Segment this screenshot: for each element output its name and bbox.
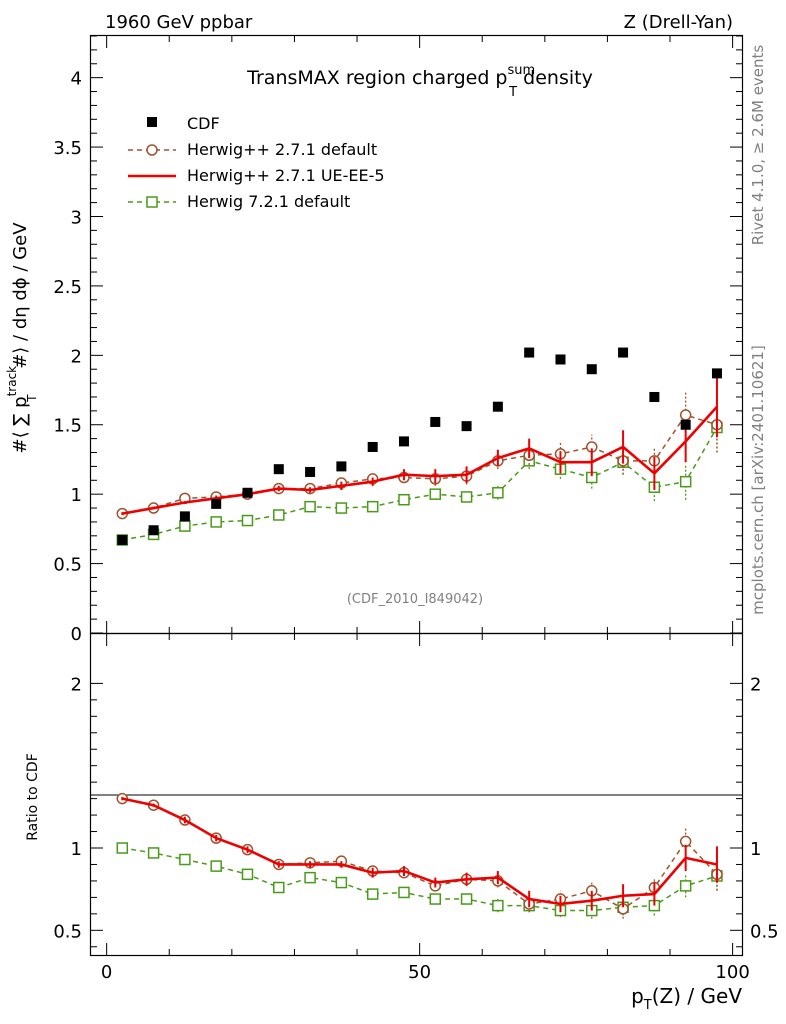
ratio-herwig721-default-point [460, 893, 473, 905]
main-herwig721-default-point [398, 493, 410, 506]
y-tick-label-ratio-right: 1 [750, 839, 761, 860]
ratio-herwig721-default-point [398, 886, 410, 899]
ratio-herwig271-ueee5-line [122, 797, 718, 906]
main-cdf-point [242, 487, 253, 498]
ratio-series-group [116, 792, 723, 919]
y-tick-label-ratio-right: 0.5 [750, 921, 779, 942]
main-cdf-point [680, 419, 691, 430]
x-tick-label: 50 [408, 962, 431, 983]
ratio-herwig721-default-point [492, 899, 504, 912]
ratio-herwig721-default-point [147, 847, 160, 859]
mcplots-text: mcplots.cern.ch [arXiv:2401.10621] [749, 345, 767, 615]
rivet-version-text: Rivet 4.1.0, ≥ 2.6M events [749, 45, 767, 246]
main-cdf-point [492, 401, 503, 412]
x-tick-label: 0 [101, 962, 112, 983]
y-tick-label-ratio: 2 [71, 674, 82, 695]
main-cdf-point [618, 347, 629, 358]
y-axis-label-ratio: Ratio to CDF [25, 753, 41, 841]
main-herwig721-default-point [241, 514, 254, 527]
y-tick-label-main: 0 [71, 624, 82, 645]
legend-ueee5-label: Herwig++ 2.7.1 UE-EE-5 [187, 166, 385, 185]
main-herwig721-default-point [429, 488, 442, 500]
chart-title: TransMAX region charged psum T density [246, 63, 593, 100]
main-cdf-point [461, 421, 472, 432]
y-tick-label-main: 3 [71, 207, 82, 228]
main-herwig721-default-point [335, 502, 348, 514]
analysis-label: (CDF_2010_I849042) [347, 592, 483, 607]
ratio-herwig721-default-point [116, 842, 129, 854]
axis-ticks [91, 35, 742, 955]
y-tick-label-main: 0.5 [53, 555, 82, 576]
main-herwig721-default-point [179, 520, 191, 532]
main-cdf-point [398, 436, 409, 447]
ratio-panel-frame [89, 632, 744, 957]
main-cdf-point [273, 464, 284, 475]
main-cdf-point [586, 364, 597, 375]
main-herwig721-default-point [304, 500, 316, 513]
main-herwig721-default-point [366, 500, 379, 513]
y-tick-label-ratio: 0.5 [53, 921, 82, 942]
header-right: Z (Drell-Yan) [624, 12, 733, 33]
main-cdf-point [555, 354, 566, 365]
legend-herwig721-marker [146, 196, 158, 208]
ratio-herwig721-default-point [679, 880, 692, 892]
y-tick-label-main: 2 [71, 346, 82, 367]
main-herwig721-default-point [492, 487, 504, 499]
header-left: 1960 GeV ppbar [105, 12, 253, 33]
y-tick-label-ratio-right: 2 [750, 674, 761, 695]
main-herwig271-default-point [679, 409, 692, 421]
ratio-herwig721-default-point [210, 860, 222, 872]
main-cdf-point [711, 368, 722, 379]
x-axis-label: pT(Z) / GeV [631, 984, 742, 1013]
legend-cdf-marker [147, 117, 157, 127]
main-cdf-point [336, 461, 347, 472]
main-cdf-point [211, 498, 222, 509]
ratio-herwig721-default-point [429, 893, 442, 905]
legend-herwig721-label: Herwig 7.2.1 default [187, 192, 350, 211]
ratio-herwig721-default-point [179, 853, 191, 866]
main-herwig721-default-point [679, 475, 692, 488]
ratio-herwig721-default-point [241, 868, 254, 881]
main-herwig721-default-point [273, 509, 285, 521]
legend-herwig271-label: Herwig++ 2.7.1 default [187, 140, 377, 159]
y-tick-label-main: 2.5 [53, 277, 82, 298]
main-cdf-point [305, 466, 316, 477]
ratio-herwig271-default-line [122, 797, 718, 910]
y-tick-label-main: 1 [71, 485, 82, 506]
legend: CDF Herwig++ 2.7.1 default Herwig++ 2.7.… [128, 114, 385, 211]
main-cdf-point [367, 441, 378, 452]
ratio-herwig721-default-point [304, 871, 316, 884]
ratio-herwig721-default-point [366, 888, 379, 900]
x-tick-label: 100 [715, 962, 749, 983]
axis-tick-labels: 0 50 100 0 0.5 1 1.5 2 2.5 3 3.5 4 0.5 0.5 1 1 2 2 [53, 69, 778, 983]
main-herwig271-ueee5-line [122, 405, 718, 515]
ratio-herwig721-default-point [273, 881, 285, 894]
main-series-group [116, 347, 723, 546]
main-cdf-point [524, 347, 535, 358]
main-cdf-point [430, 416, 441, 427]
y-tick-label-main: 1.5 [53, 416, 82, 437]
main-cdf-point [649, 391, 660, 402]
legend-herwig271-marker [146, 144, 158, 156]
legend-cdf-label: CDF [187, 114, 220, 133]
main-cdf-point [148, 525, 159, 536]
main-herwig721-default-point [210, 516, 222, 528]
main-cdf-point [117, 534, 128, 545]
y-tick-label-ratio: 1 [71, 839, 82, 860]
ratio-herwig721-default-line [122, 847, 718, 912]
y-tick-label-main: 4 [71, 69, 82, 90]
y-axis-label-main: #⟨ ∑ ptrackT #⟩ / dη dϕ / GeV [5, 222, 39, 454]
y-tick-label-main: 3.5 [53, 138, 82, 159]
ratio-herwig721-default-point [335, 876, 348, 889]
main-cdf-point [179, 511, 190, 522]
main-herwig721-default-point [460, 491, 473, 503]
